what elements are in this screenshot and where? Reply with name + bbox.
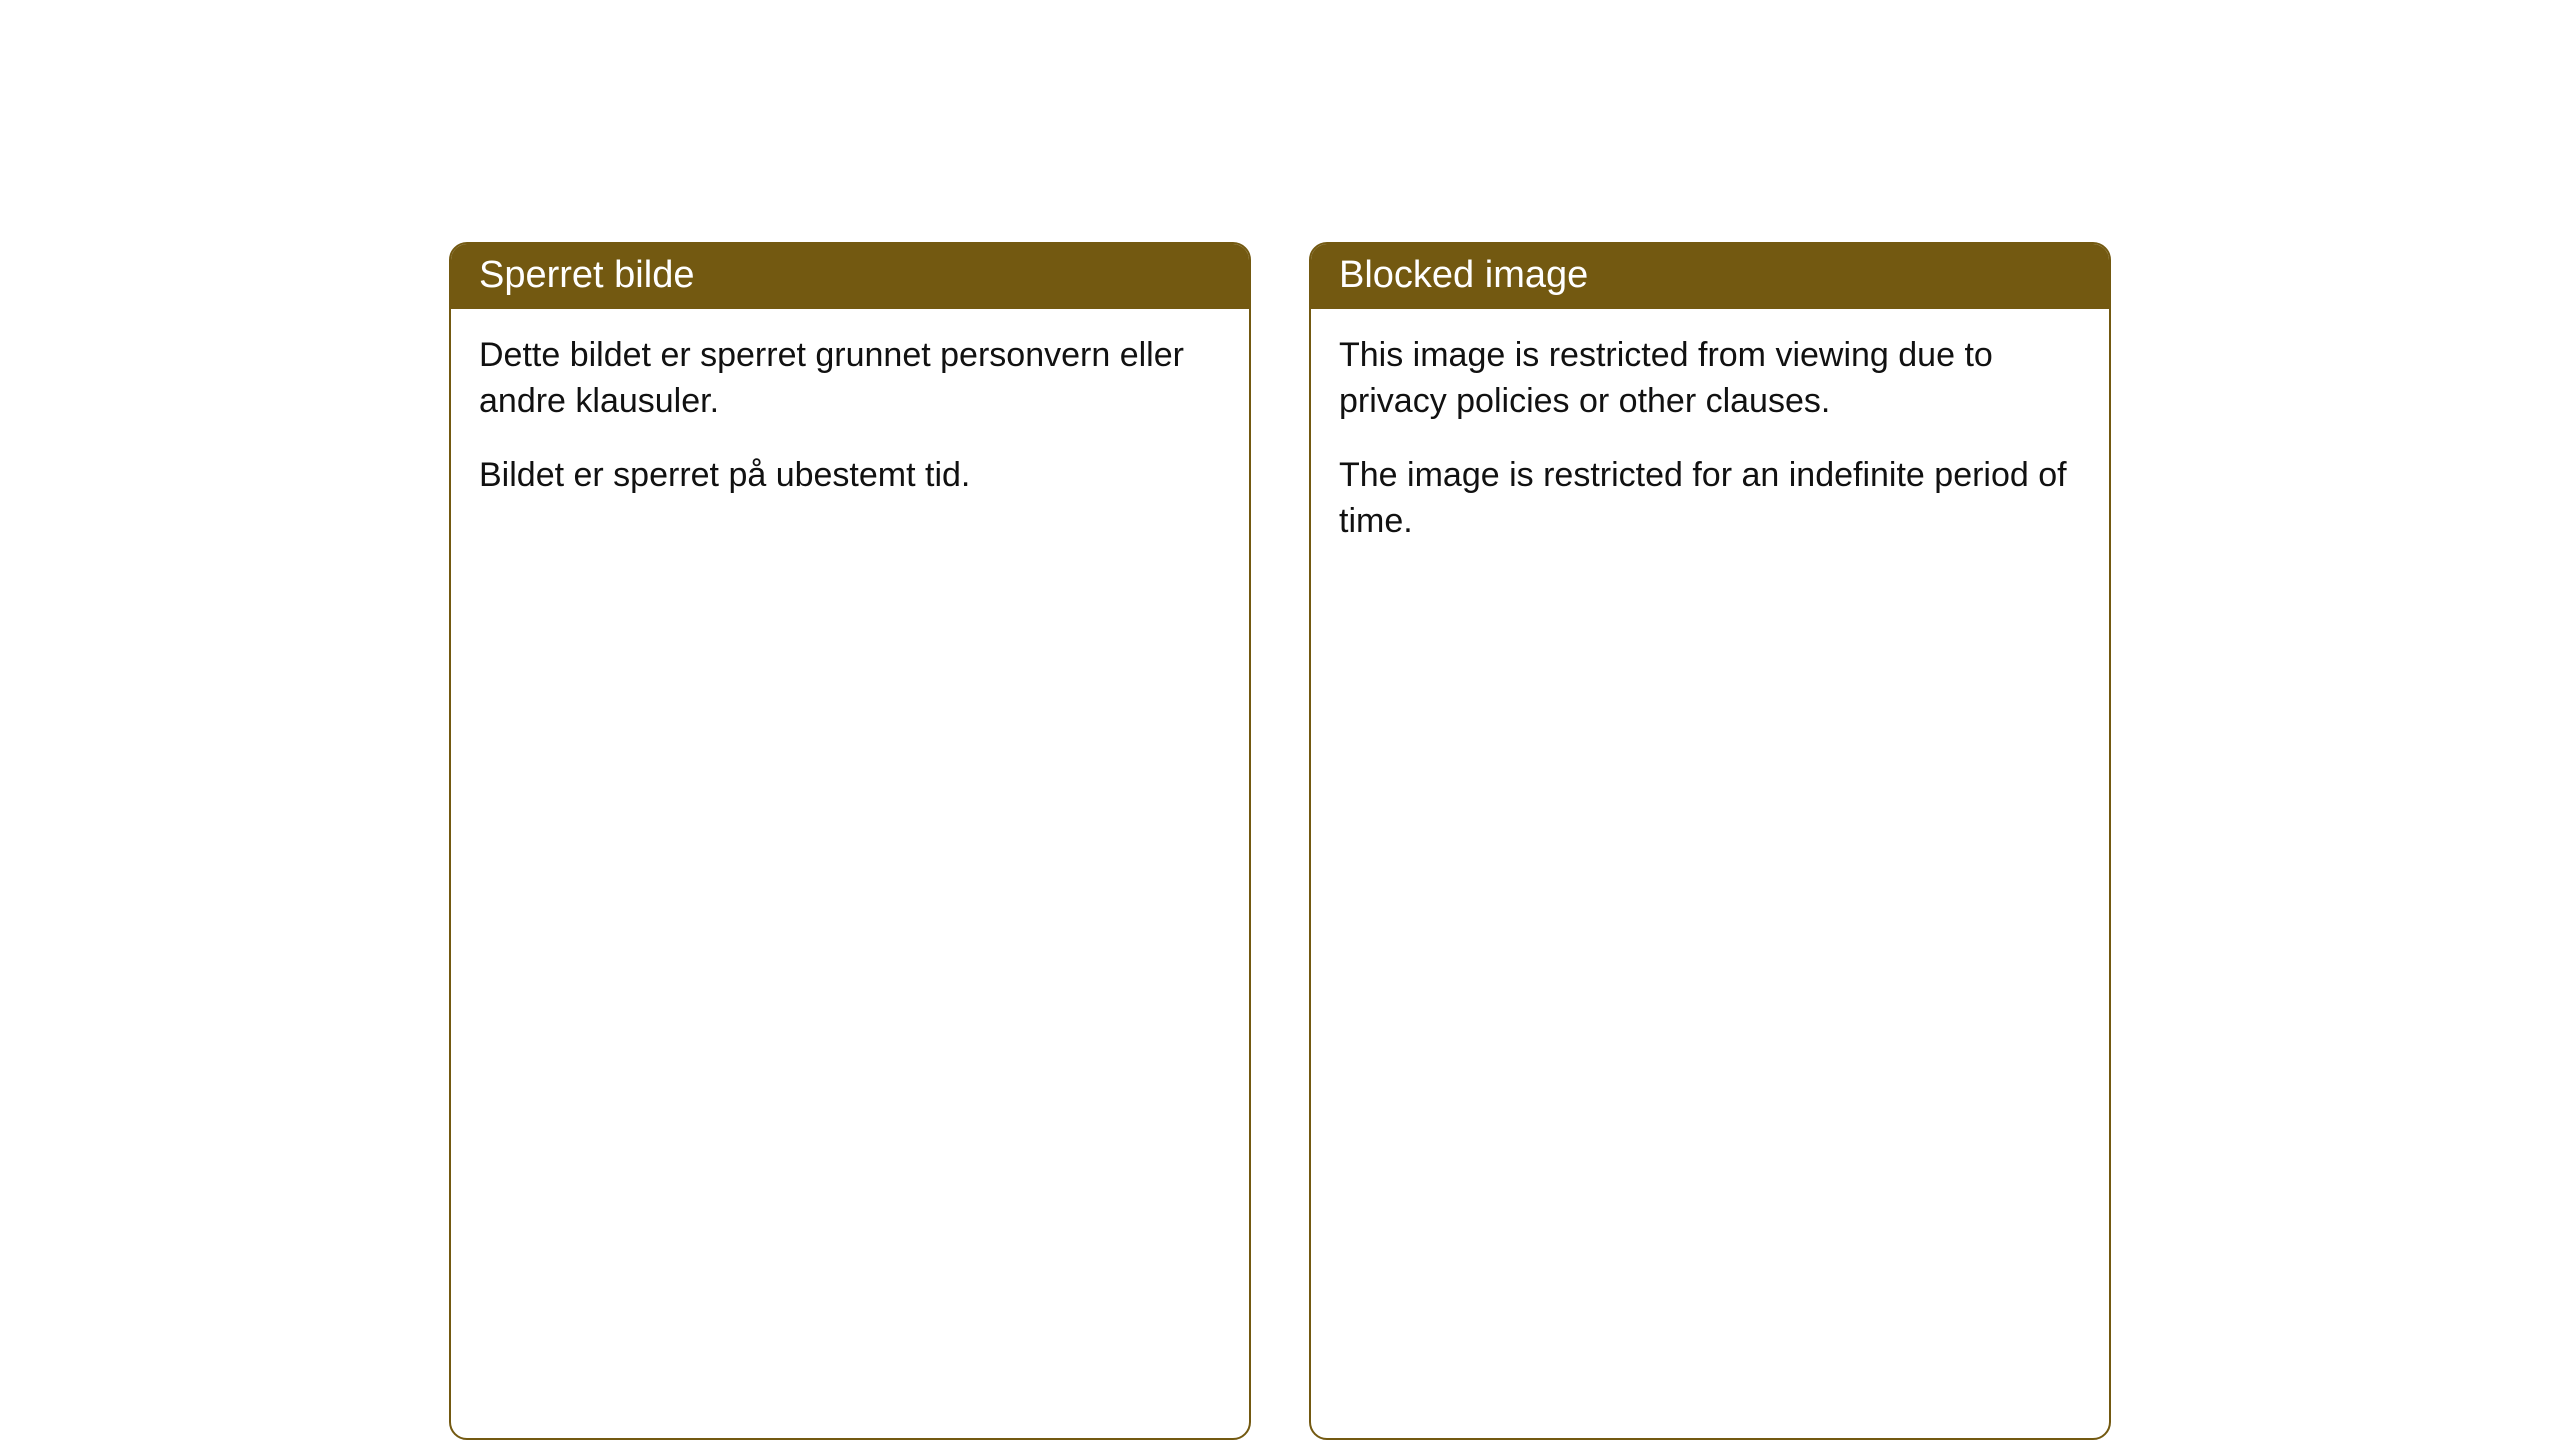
card-paragraph: Bildet er sperret på ubestemt tid. — [479, 453, 1221, 499]
card-header-english: Blocked image — [1311, 244, 2109, 309]
card-paragraph: The image is restricted for an indefinit… — [1339, 453, 2081, 545]
card-paragraph: Dette bildet er sperret grunnet personve… — [479, 333, 1221, 425]
card-paragraph: This image is restricted from viewing du… — [1339, 333, 2081, 425]
card-body-english: This image is restricted from viewing du… — [1311, 309, 2109, 581]
card-header-norwegian: Sperret bilde — [451, 244, 1249, 309]
blocked-image-card-english: Blocked image This image is restricted f… — [1309, 242, 2111, 1440]
blocked-image-card-norwegian: Sperret bilde Dette bildet er sperret gr… — [449, 242, 1251, 1440]
cards-container: Sperret bilde Dette bildet er sperret gr… — [449, 242, 2111, 1440]
card-body-norwegian: Dette bildet er sperret grunnet personve… — [451, 309, 1249, 535]
